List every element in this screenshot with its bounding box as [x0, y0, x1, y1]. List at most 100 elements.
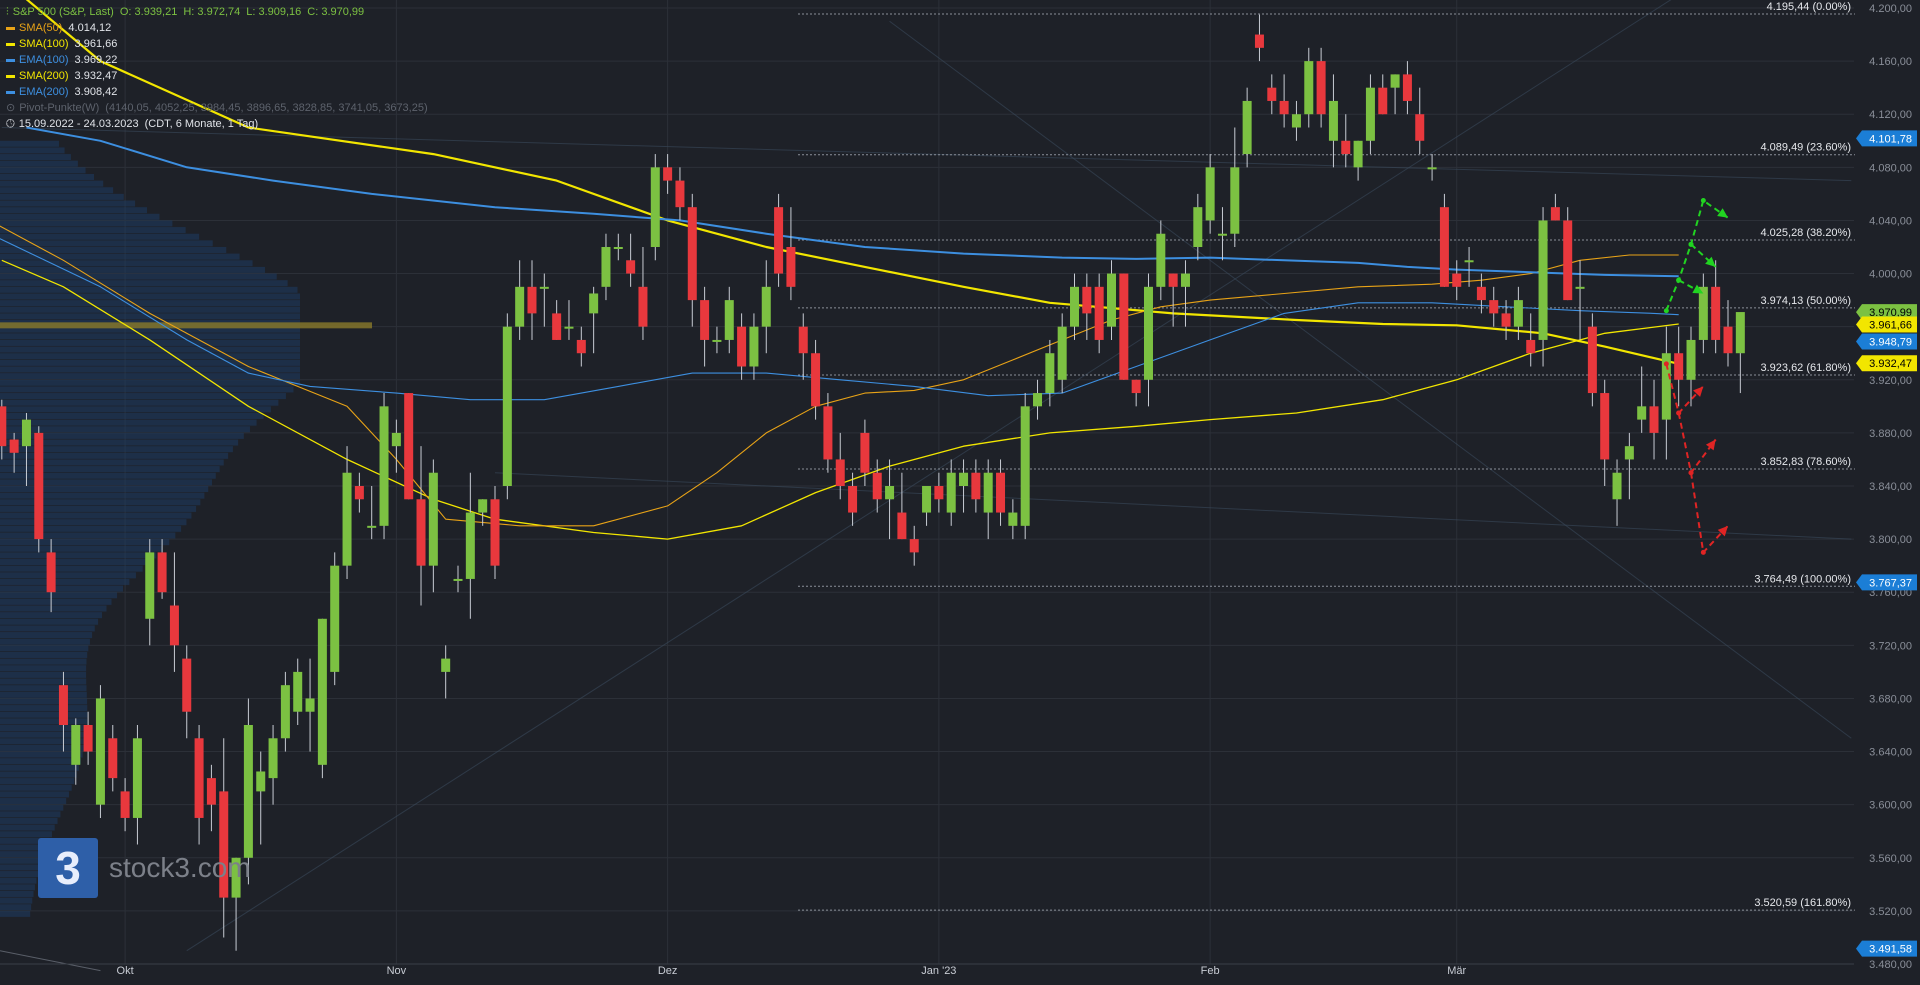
- volume-bar: [0, 379, 300, 386]
- candle-body: [1427, 167, 1437, 170]
- logo-text: stock3.com: [109, 852, 251, 883]
- volume-bar: [0, 831, 52, 838]
- grid: [0, 0, 1854, 965]
- candle-body: [1575, 286, 1585, 289]
- candle-body: [1267, 87, 1277, 101]
- candle-body: [761, 286, 771, 327]
- volume-bar: [0, 446, 233, 453]
- candle-body: [1020, 406, 1030, 526]
- candle-body: [885, 486, 895, 500]
- volume-bar: [0, 247, 227, 253]
- projection-arrowhead: [1705, 256, 1716, 267]
- candle-body: [564, 326, 574, 329]
- volume-bar: [0, 605, 107, 612]
- volume-bar: [0, 844, 47, 851]
- volume-bar: [0, 260, 253, 267]
- candle-body: [1045, 353, 1055, 394]
- pivot-row[interactable]: ⊙ Pivot-Punkte(W) (4140,05, 4052,25, 398…: [6, 100, 428, 116]
- stock3-logo: 3 stock3.com: [38, 838, 251, 898]
- candle-body: [132, 738, 142, 818]
- open-value: O: 3.939,21: [119, 6, 178, 18]
- candle-body: [996, 472, 1006, 513]
- volume-bar: [0, 864, 41, 871]
- candle-body: [687, 207, 697, 301]
- volume-bar: [0, 373, 300, 380]
- candle-body: [860, 432, 870, 473]
- candle-body: [1513, 300, 1523, 327]
- volume-bar: [0, 273, 277, 280]
- candle-body: [712, 339, 722, 342]
- chart-legend: ⫶ S&P 500 (S&P, Last) O: 3.939,21 H: 3.9…: [6, 4, 428, 132]
- candle-body: [1131, 379, 1141, 394]
- candle-body: [663, 167, 673, 181]
- projection-arrowhead: [1705, 439, 1716, 451]
- projection-arrowhead: [1717, 208, 1728, 218]
- y-tick-label: 3.520,00: [1869, 906, 1912, 918]
- candle-body: [1168, 273, 1178, 287]
- candle-body: [1637, 406, 1647, 420]
- time-axis: Okt Nov Dez Jan '23 Feb Mär: [0, 963, 1854, 977]
- candle-body: [1070, 286, 1080, 327]
- x-tick-label: Nov: [387, 965, 407, 977]
- volume-bar: [0, 811, 61, 818]
- candle-body: [576, 339, 586, 354]
- price-tag-label: 3.970,99: [1869, 307, 1912, 319]
- volume-bar: [0, 406, 271, 413]
- volume-bar: [0, 678, 87, 685]
- candle-body: [1254, 34, 1264, 48]
- candle-body: [169, 605, 179, 646]
- indicator-name: SMA(200): [19, 70, 69, 82]
- volume-bar: [0, 711, 88, 718]
- volume-bar: [0, 266, 265, 273]
- instrument-row: ⫶ S&P 500 (S&P, Last) O: 3.939,21 H: 3.9…: [6, 4, 428, 20]
- candle-body: [1587, 326, 1597, 394]
- clock-icon: 🕓︎: [6, 118, 15, 130]
- volume-bar: [0, 778, 75, 785]
- volume-bar: [0, 412, 264, 419]
- price-tags: 4.101,78 3.970,993.961,66 3.948,79 3.932,47…: [1856, 130, 1917, 957]
- fib-label: 4.089,49 (23.60%): [1760, 142, 1851, 154]
- x-tick-label: Okt: [117, 965, 134, 977]
- volume-bar: [0, 339, 300, 346]
- volume-bar: [0, 499, 201, 506]
- instrument-name[interactable]: S&P 500 (S&P, Last): [12, 6, 114, 18]
- candle-body: [1033, 393, 1043, 407]
- volume-bar: [0, 731, 87, 738]
- volume-bar: [0, 857, 43, 864]
- volume-bar: [0, 286, 298, 293]
- volume-bar: [0, 213, 160, 220]
- candle-body: [515, 286, 525, 327]
- candle-body: [1205, 167, 1215, 221]
- candle-body: [1439, 207, 1449, 287]
- indicator-row[interactable]: EMA(200) 3.908,42: [6, 84, 428, 100]
- range-row: 🕓︎ 15.09.2022 - 24.03.2023 (CDT, 6 Monat…: [6, 116, 428, 132]
- volume-bar: [0, 910, 31, 917]
- projection-line: [1665, 363, 1705, 416]
- candle-body: [416, 499, 426, 566]
- settings-icon[interactable]: ⊙: [6, 102, 16, 114]
- candle-body: [1193, 207, 1203, 247]
- candle-body: [428, 472, 438, 566]
- projection-node: [1688, 241, 1694, 247]
- indicator-row[interactable]: SMA(100) 3.961,66: [6, 36, 428, 52]
- candle-body: [848, 486, 858, 513]
- x-tick-label: Mär: [1447, 965, 1466, 977]
- trend-line: [494, 472, 1852, 540]
- indicator-row[interactable]: SMA(200) 3.932,47: [6, 68, 428, 84]
- indicator-value: 4.014,12: [68, 22, 112, 34]
- logo-mark-icon: 3: [38, 838, 98, 898]
- candle-body: [737, 326, 747, 367]
- indicator-name: SMA(100): [19, 38, 69, 50]
- volume-bar: [0, 598, 112, 605]
- indicator-row[interactable]: SMA(50) 4.014,12: [6, 20, 428, 36]
- indicator-swatch: [6, 74, 15, 78]
- indicator-row[interactable]: EMA(100) 3.969,22: [6, 52, 428, 68]
- trend-line: [1, 127, 1852, 182]
- y-tick-label: 4.120,00: [1869, 109, 1912, 121]
- y-tick-label: 3.560,00: [1869, 853, 1912, 865]
- price-tag: [1856, 130, 1917, 147]
- volume-bar: [0, 233, 200, 240]
- candle-body: [1476, 286, 1486, 301]
